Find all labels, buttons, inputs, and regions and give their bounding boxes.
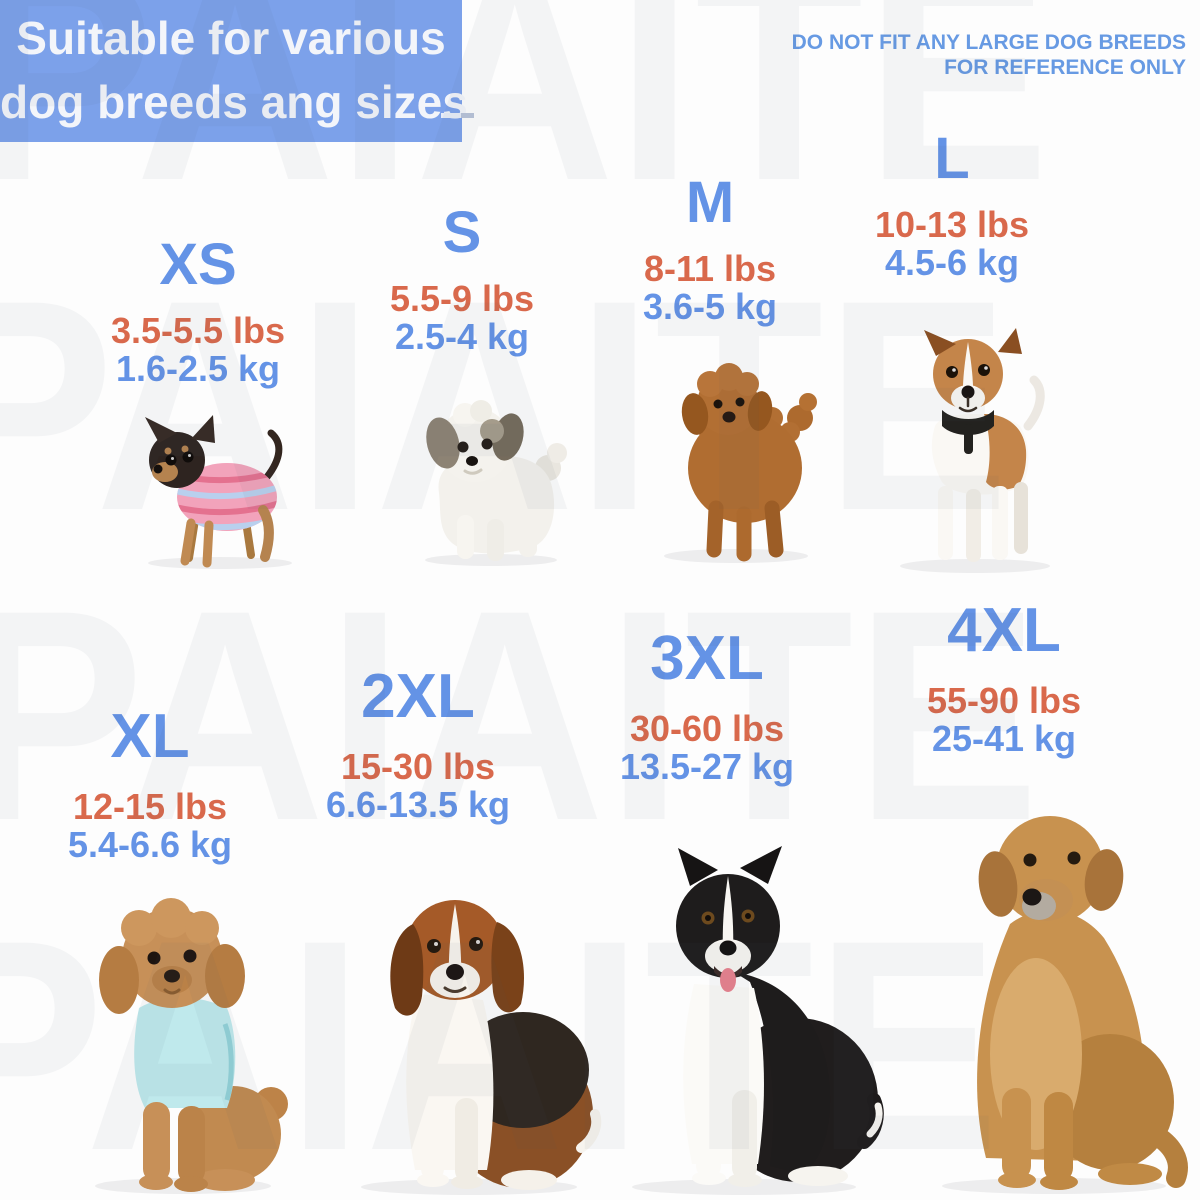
- size-kg-xl: 5.4-6.6 kg: [67, 824, 233, 865]
- size-label-3xl: 3XL: [650, 624, 764, 693]
- size-block-s: S 5.5-9 lbs 2.5-4 kg: [390, 204, 534, 356]
- size-label-m: M: [685, 170, 735, 235]
- size-block-xs: XS 3.5-5.5 lbs 1.6-2.5 kg: [111, 236, 285, 388]
- size-label-s: S: [442, 200, 482, 265]
- size-kg-l: 4.5-6 kg: [884, 242, 1020, 283]
- size-block-3xl: 3XL 30-60 lbs 13.5-27 kg: [620, 628, 794, 786]
- dog-photo-toy-poodle-icon: [75, 896, 293, 1194]
- dog-photo-border-collie-icon: [602, 842, 890, 1195]
- headline-dash: [441, 113, 474, 118]
- size-label-l: L: [934, 126, 970, 191]
- disclaimer: DO NOT FIT ANY LARGE DOG BREEDS FOR REFE…: [792, 30, 1186, 80]
- size-lbs-2xl: 15-30 lbs: [340, 746, 496, 787]
- size-label-4xl: 4XL: [947, 596, 1061, 665]
- dog-photo-golden-retriever-icon: [918, 796, 1196, 1194]
- size-kg-3xl: 13.5-27 kg: [619, 746, 795, 787]
- size-lbs-m: 8-11 lbs: [643, 248, 777, 289]
- size-lbs-l: 10-13 lbs: [874, 204, 1030, 245]
- headline-banner: Suitable for various dog breeds ang size…: [0, 0, 468, 142]
- size-block-2xl: 2XL 15-30 lbs 6.6-13.5 kg: [326, 666, 510, 824]
- dog-photo-beagle-icon: [333, 862, 605, 1195]
- size-kg-2xl: 6.6-13.5 kg: [325, 784, 511, 825]
- headline-line1: Suitable for various: [16, 12, 446, 64]
- size-lbs-s: 5.5-9 lbs: [389, 278, 535, 319]
- dog-photo-poodle-puppy-icon: [648, 356, 826, 564]
- disclaimer-line1: DO NOT FIT ANY LARGE DOG BREEDS: [791, 31, 1186, 54]
- size-lbs-3xl: 30-60 lbs: [629, 708, 785, 749]
- size-block-xl: XL 12-15 lbs 5.4-6.6 kg: [68, 706, 232, 864]
- size-kg-4xl: 25-41 kg: [931, 718, 1077, 759]
- size-kg-m: 3.6-5 kg: [642, 286, 778, 327]
- headline-line2: dog breeds ang sizes: [0, 76, 468, 128]
- size-label-xl: XL: [110, 702, 190, 771]
- dog-photo-chihuahua-icon: [125, 415, 310, 570]
- size-label-xs: XS: [159, 232, 237, 297]
- dog-photo-jack-russell-icon: [880, 326, 1070, 574]
- size-lbs-xl: 12-15 lbs: [72, 786, 228, 827]
- dog-photo-shih-tzu-icon: [405, 393, 577, 567]
- size-block-l: L 10-13 lbs 4.5-6 kg: [875, 130, 1029, 282]
- disclaimer-line2: FOR REFERENCE ONLY: [944, 56, 1186, 79]
- size-block-m: M 8-11 lbs 3.6-5 kg: [643, 174, 777, 326]
- size-kg-xs: 1.6-2.5 kg: [115, 348, 281, 389]
- size-block-4xl: 4XL 55-90 lbs 25-41 kg: [927, 600, 1081, 758]
- size-lbs-xs: 3.5-5.5 lbs: [110, 310, 286, 351]
- size-kg-s: 2.5-4 kg: [394, 316, 530, 357]
- size-label-2xl: 2XL: [361, 662, 475, 731]
- size-lbs-4xl: 55-90 lbs: [926, 680, 1082, 721]
